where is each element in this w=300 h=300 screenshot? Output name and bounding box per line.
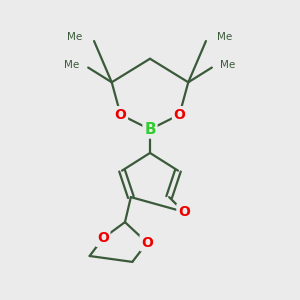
Text: O: O [97, 231, 109, 245]
Text: B: B [144, 122, 156, 137]
Text: Me: Me [220, 60, 236, 70]
Text: Me: Me [64, 60, 80, 70]
Text: O: O [141, 236, 153, 250]
Text: O: O [173, 108, 185, 122]
Text: O: O [178, 205, 190, 219]
Text: Me: Me [67, 32, 83, 42]
Text: O: O [115, 108, 127, 122]
Text: Me: Me [218, 32, 233, 42]
